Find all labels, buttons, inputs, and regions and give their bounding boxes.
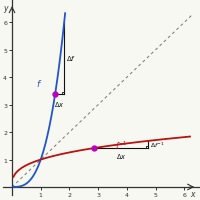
Text: y: y bbox=[3, 4, 8, 13]
Text: $\Delta x$: $\Delta x$ bbox=[116, 152, 126, 161]
Text: $f^{-1}$: $f^{-1}$ bbox=[115, 139, 128, 152]
Text: $\Delta f^{-1}$: $\Delta f^{-1}$ bbox=[150, 140, 165, 149]
Text: $f$: $f$ bbox=[36, 78, 43, 89]
Text: $\Delta f$: $\Delta f$ bbox=[66, 54, 76, 63]
Text: $\Delta x$: $\Delta x$ bbox=[54, 100, 65, 109]
Text: x: x bbox=[191, 189, 195, 198]
